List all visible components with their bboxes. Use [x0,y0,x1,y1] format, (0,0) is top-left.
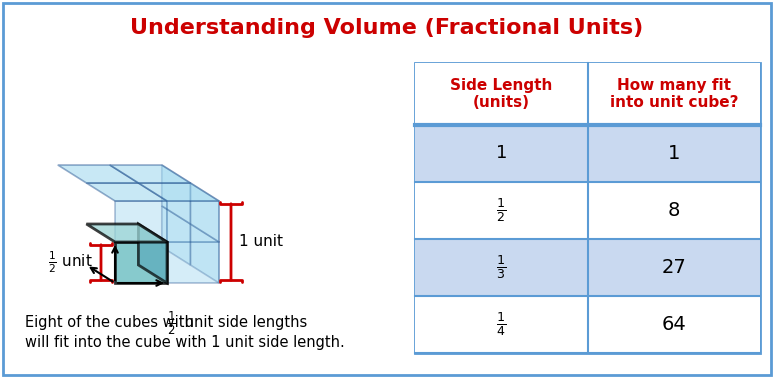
Polygon shape [167,242,219,283]
Polygon shape [190,224,219,283]
Bar [415,63,760,353]
Bar [415,239,760,296]
Polygon shape [87,183,167,201]
Text: Side Length
(units): Side Length (units) [450,78,553,110]
Polygon shape [139,224,167,283]
Text: $\frac{1}{2}$ unit: $\frac{1}{2}$ unit [48,250,93,275]
Bar [415,125,760,182]
Text: How many fit
into unit cube?: How many fit into unit cube? [609,78,738,110]
Polygon shape [190,183,219,242]
Text: unit side lengths: unit side lengths [180,316,307,330]
Text: Understanding Volume (Fractional Units): Understanding Volume (Fractional Units) [130,18,644,38]
Text: $\frac{1}{2}$: $\frac{1}{2}$ [167,309,176,337]
Text: 1: 1 [495,144,507,163]
Polygon shape [162,165,190,224]
Text: will fit into the cube with 1 unit side length.: will fit into the cube with 1 unit side … [25,336,344,350]
Text: Eight of the cubes with: Eight of the cubes with [25,316,198,330]
Text: $\frac{1}{4}$: $\frac{1}{4}$ [496,311,506,338]
Text: $\frac{1}{3}$: $\frac{1}{3}$ [496,254,506,282]
Polygon shape [87,224,167,242]
Polygon shape [167,201,219,242]
Text: 1: 1 [667,144,680,163]
Text: 1 unit: 1 unit [239,234,283,249]
Polygon shape [110,165,190,183]
Polygon shape [58,165,139,183]
Polygon shape [115,242,167,283]
Text: 8: 8 [667,201,680,220]
Polygon shape [139,183,219,201]
Bar [415,182,760,239]
Text: $\frac{1}{2}$: $\frac{1}{2}$ [496,197,506,225]
Bar [415,63,760,125]
Text: 27: 27 [661,258,686,277]
Polygon shape [115,201,167,242]
Text: 64: 64 [661,315,686,334]
Bar [415,296,760,353]
Polygon shape [162,206,190,265]
Polygon shape [115,242,167,283]
